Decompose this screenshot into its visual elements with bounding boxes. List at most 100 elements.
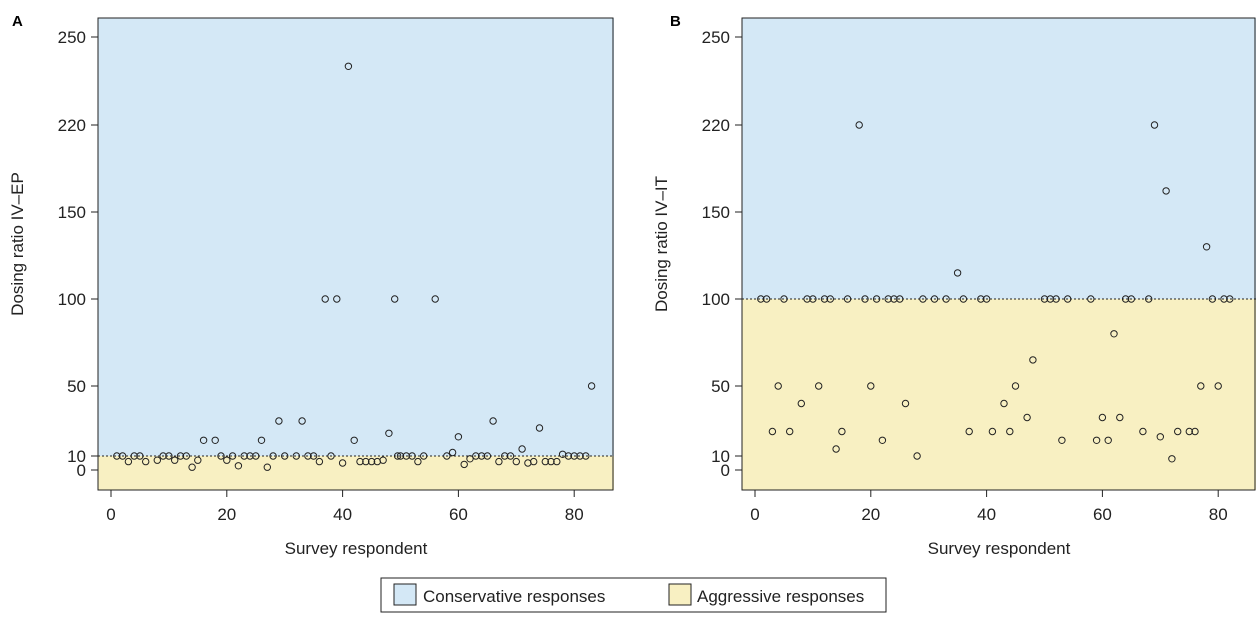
legend-swatch-conservative [393, 583, 417, 606]
x-tick-label: 20 [217, 505, 236, 524]
data-point [402, 452, 410, 460]
data-point [414, 457, 422, 466]
data-point [333, 295, 341, 303]
data-point [1092, 436, 1101, 444]
data-point [919, 295, 927, 303]
data-point [890, 295, 898, 303]
data-point [408, 452, 416, 460]
data-point [959, 295, 968, 303]
data-point [228, 452, 237, 460]
panel-label: A [12, 13, 23, 30]
data-point [466, 455, 474, 463]
y-tick-label: 100 [702, 290, 730, 309]
data-point [153, 456, 162, 464]
data-point [1104, 436, 1112, 444]
data-point [124, 457, 133, 466]
data-point [344, 62, 353, 71]
aggressive-region [98, 456, 614, 490]
data-point [257, 436, 266, 444]
data-point [1127, 295, 1136, 303]
data-point [506, 452, 515, 460]
data-point [275, 417, 283, 425]
data-point [884, 295, 892, 303]
data-point [477, 452, 486, 460]
x-axis: 0 20 40 60 80 [106, 490, 584, 524]
data-point [832, 445, 840, 453]
data-point [281, 452, 289, 460]
data-point [512, 457, 520, 466]
y-tick-label: 150 [58, 203, 86, 222]
data-point [1168, 455, 1176, 463]
x-tick-label: 0 [106, 505, 115, 524]
data-point [367, 457, 376, 466]
x-tick-label: 40 [333, 505, 352, 524]
data-point [1145, 295, 1153, 303]
y-tick-label: 0 [721, 461, 730, 480]
data-point [1006, 427, 1014, 436]
data-point [431, 295, 439, 303]
data-point [159, 452, 167, 460]
data-point [142, 457, 150, 466]
data-point [171, 456, 179, 464]
y-axis-title: Dosing ratio IV–EP [8, 172, 27, 316]
data-points [113, 62, 596, 471]
data-point [582, 452, 590, 460]
data-point [953, 269, 962, 277]
data-point [338, 459, 347, 467]
data-point [113, 452, 121, 460]
data-point [1139, 427, 1147, 436]
y-axis-title: Dosing ratio IV–IT [652, 176, 671, 312]
data-point [826, 295, 834, 303]
data-point [1058, 436, 1066, 444]
data-point [1052, 295, 1060, 303]
data-point [780, 295, 788, 303]
data-point [223, 456, 231, 464]
data-point [396, 452, 405, 460]
conservative-region [742, 18, 1256, 299]
data-point [576, 452, 584, 460]
data-point [1174, 427, 1182, 436]
x-axis: 0 20 40 60 80 [750, 490, 1228, 524]
data-point [803, 295, 811, 303]
data-point [757, 295, 765, 303]
data-point [1046, 295, 1055, 303]
data-point [982, 295, 991, 303]
legend: Conservative responses Aggressive respon… [380, 577, 887, 613]
data-point [472, 452, 480, 460]
y-tick-label: 50 [67, 377, 86, 396]
data-point [872, 295, 881, 303]
panel-b: B 0 10 50 100 150 220 250 0 20 40 [652, 13, 1256, 558]
data-point [547, 457, 555, 466]
data-point [1087, 295, 1095, 303]
data-point [118, 452, 127, 460]
data-point [530, 457, 538, 466]
data-point [1116, 413, 1124, 422]
data-point [385, 429, 393, 437]
data-point [240, 452, 248, 460]
data-point [252, 452, 260, 460]
x-axis-title: Survey respondent [928, 539, 1071, 558]
data-point [1011, 382, 1020, 390]
data-point [878, 436, 887, 444]
data-point [1029, 356, 1037, 364]
plot-frame [97, 17, 614, 491]
data-point [130, 452, 138, 460]
data-point [855, 121, 863, 129]
data-point [901, 399, 910, 408]
data-point [489, 417, 497, 425]
data-point [327, 452, 335, 460]
data-point [298, 417, 306, 425]
data-point [518, 445, 526, 453]
data-point [1197, 382, 1205, 390]
y-tick-label: 10 [711, 447, 730, 466]
data-point [1040, 295, 1049, 303]
y-axis: 0 10 50 100 150 220 250 [702, 28, 742, 480]
data-point [867, 382, 875, 390]
data-point [454, 433, 463, 441]
data-point [820, 295, 829, 303]
data-point [913, 452, 921, 460]
data-point [977, 295, 985, 303]
legend-label-aggressive: Aggressive responses [697, 587, 864, 606]
data-point [541, 457, 549, 466]
